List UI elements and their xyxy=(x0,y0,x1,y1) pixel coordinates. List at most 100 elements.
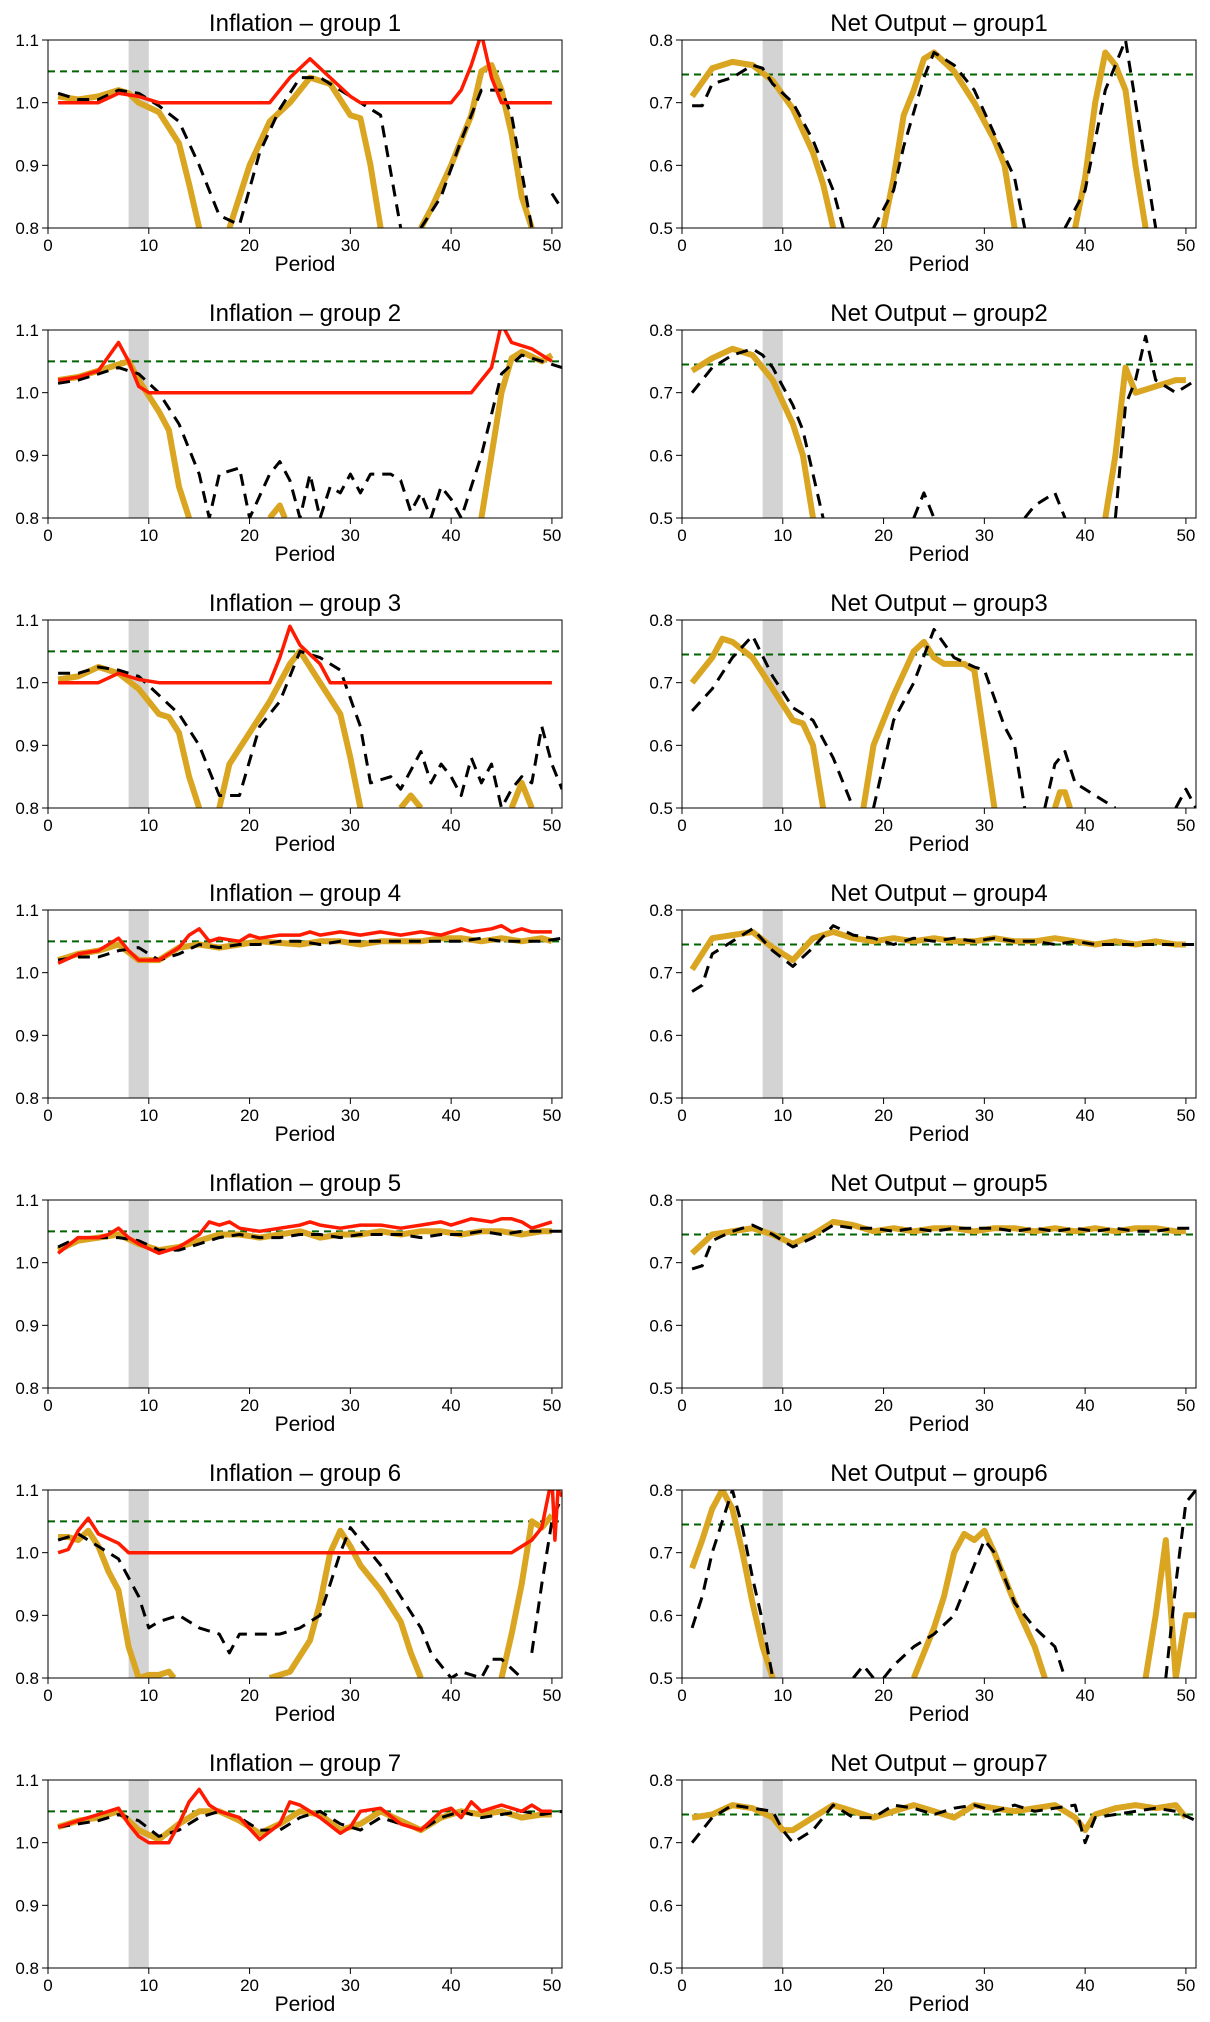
panel-title: Inflation – group 1 xyxy=(209,10,401,37)
x-tick-label: 20 xyxy=(874,236,893,255)
x-tick-label: 0 xyxy=(677,526,686,545)
x-tick-label: 50 xyxy=(1176,816,1195,835)
y-tick-label: 0.5 xyxy=(649,219,673,238)
y-tick-label: 1.1 xyxy=(15,321,39,340)
y-tick-label: 0.7 xyxy=(649,964,673,983)
x-tick-label: 10 xyxy=(773,816,792,835)
x-axis-label: Period xyxy=(275,543,336,566)
plot-frame xyxy=(681,619,1197,809)
x-axis-label: Period xyxy=(909,1993,970,2016)
x-tick-label: 30 xyxy=(975,816,994,835)
shaded-period xyxy=(128,1200,149,1388)
x-tick-label: 50 xyxy=(542,236,561,255)
x-tick-label: 20 xyxy=(240,1396,259,1415)
x-tick-label: 20 xyxy=(240,1686,259,1705)
x-tick-label: 30 xyxy=(341,1106,360,1125)
y-tick-label: 1.1 xyxy=(15,31,39,50)
y-tick-label: 1.0 xyxy=(15,964,39,983)
x-tick-label: 50 xyxy=(542,1686,561,1705)
x-tick-label: 30 xyxy=(975,1106,994,1125)
x-axis-label: Period xyxy=(275,1703,336,1726)
x-tick-label: 30 xyxy=(341,1976,360,1995)
y-tick-label: 0.8 xyxy=(649,1481,673,1500)
plot-frame xyxy=(47,1779,563,1969)
x-tick-label: 40 xyxy=(442,1686,461,1705)
plot-frame xyxy=(681,909,1197,1099)
y-tick-label: 0.7 xyxy=(649,94,673,113)
y-tick-label: 0.8 xyxy=(15,1959,39,1978)
black-dashed-line xyxy=(690,334,1196,518)
y-tick-label: 0.5 xyxy=(649,1379,673,1398)
gold-line xyxy=(689,635,1073,808)
y-tick-label: 0.7 xyxy=(649,384,673,403)
x-tick-label: 0 xyxy=(43,526,52,545)
black-dashed-line xyxy=(57,1809,562,1838)
black-dashed-line xyxy=(57,1229,562,1252)
shaded-period xyxy=(762,330,783,518)
gold-line xyxy=(57,648,535,808)
x-tick-label: 40 xyxy=(1076,1396,1095,1415)
y-tick-label: 1.1 xyxy=(15,1771,39,1790)
x-tick-label: 10 xyxy=(139,236,158,255)
panel-3: 0.8 0.9 1.0 1.1 0 10 20 30 40 50 Period Inflation –… xyxy=(15,300,563,566)
series-group xyxy=(689,1490,1196,1678)
black-dashed-line xyxy=(58,649,562,808)
x-tick-label: 20 xyxy=(874,1106,893,1125)
shaded-period xyxy=(128,40,149,228)
y-tick-label: 0.5 xyxy=(649,1089,673,1108)
x-tick-label: 50 xyxy=(1176,1396,1195,1415)
x-tick-label: 10 xyxy=(773,526,792,545)
x-tick-label: 0 xyxy=(677,1396,686,1415)
x-axis-label: Period xyxy=(909,1703,970,1726)
plot-frame xyxy=(47,909,563,1099)
x-axis-label: Period xyxy=(909,543,970,566)
panel-12: 0.5 0.6 0.7 0.8 0 10 20 30 40 50 Period Net Output … xyxy=(649,1460,1197,1726)
y-tick-label: 0.9 xyxy=(15,156,39,175)
x-tick-label: 0 xyxy=(43,1396,52,1415)
panel-title: Inflation – group 7 xyxy=(209,1750,401,1777)
shaded-period xyxy=(762,910,783,1098)
y-tick-label: 1.1 xyxy=(15,1481,39,1500)
x-tick-label: 40 xyxy=(1076,1976,1095,1995)
series-group xyxy=(690,334,1196,518)
y-tick-label: 1.0 xyxy=(15,94,39,113)
x-tick-label: 10 xyxy=(139,1396,158,1415)
y-tick-label: 0.6 xyxy=(649,156,673,175)
panel-2: 0.5 0.6 0.7 0.8 0 10 20 30 40 50 Period Net Output … xyxy=(649,10,1197,276)
red-line xyxy=(57,330,553,395)
x-tick-label: 20 xyxy=(240,816,259,835)
series-group xyxy=(57,1787,562,1845)
panel-title: Net Output – group7 xyxy=(830,1750,1047,1777)
shaded-period xyxy=(128,1780,149,1968)
x-tick-label: 10 xyxy=(773,1106,792,1125)
x-tick-label: 0 xyxy=(43,1686,52,1705)
x-tick-label: 50 xyxy=(1176,236,1195,255)
series-group xyxy=(57,330,562,518)
shaded-period xyxy=(128,1490,149,1678)
x-axis-label: Period xyxy=(909,833,970,856)
x-tick-label: 40 xyxy=(442,816,461,835)
panel-title: Net Output – group4 xyxy=(830,880,1047,907)
gold-line xyxy=(690,345,1186,518)
black-dashed-line xyxy=(691,1223,1196,1271)
x-tick-label: 50 xyxy=(1176,526,1195,545)
y-tick-label: 0.7 xyxy=(649,674,673,693)
series-group xyxy=(689,627,1196,808)
x-tick-label: 0 xyxy=(677,236,686,255)
x-tick-label: 30 xyxy=(975,526,994,545)
black-dashed-line xyxy=(57,936,562,962)
series-group xyxy=(56,1217,562,1256)
shaded-period xyxy=(762,40,783,228)
x-tick-label: 50 xyxy=(542,526,561,545)
x-tick-label: 30 xyxy=(975,1396,994,1415)
y-tick-label: 1.1 xyxy=(15,611,39,630)
x-tick-label: 40 xyxy=(442,1396,461,1415)
red-line xyxy=(57,1787,552,1845)
x-tick-label: 30 xyxy=(341,1686,360,1705)
series-group xyxy=(689,924,1196,993)
plot-frame xyxy=(47,39,563,229)
shaded-period xyxy=(762,1490,783,1678)
y-tick-label: 0.9 xyxy=(15,1896,39,1915)
y-tick-label: 1.0 xyxy=(15,1254,39,1273)
x-tick-label: 10 xyxy=(773,1976,792,1995)
